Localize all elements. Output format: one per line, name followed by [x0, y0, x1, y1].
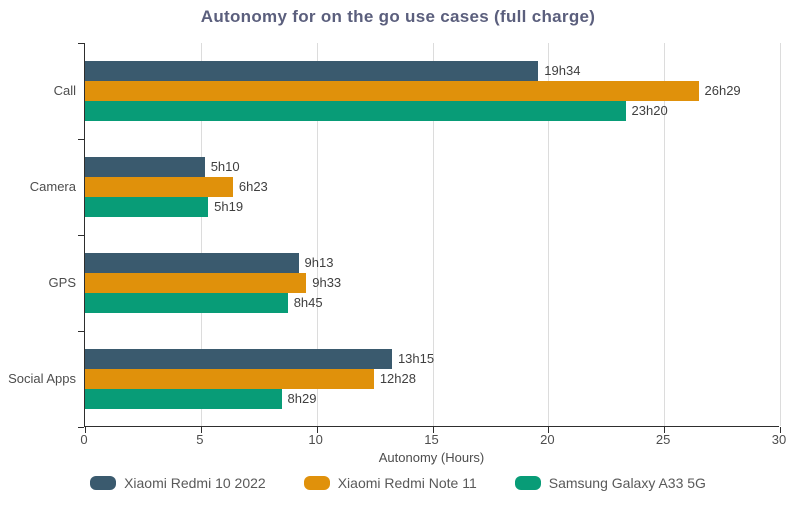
x-axis-tick — [316, 427, 318, 433]
legend-item-samsung-galaxy-a33-5g[interactable]: Samsung Galaxy A33 5G — [514, 475, 706, 491]
bar-social-apps-series-1[interactable] — [85, 349, 392, 369]
bar-gps-series-1[interactable] — [85, 253, 299, 273]
category-label-gps: GPS — [48, 275, 76, 290]
bar-camera-series-3[interactable] — [85, 197, 209, 217]
bar-value-label: 5h19 — [214, 199, 244, 214]
x-axis-tick — [664, 427, 666, 433]
bar-value-label: 5h10 — [210, 159, 240, 174]
bar-value-label: 8h29 — [287, 391, 317, 406]
x-axis-tick — [548, 427, 550, 433]
x-axis-tick — [780, 427, 781, 433]
y-axis-tick — [78, 427, 84, 428]
legend-label: Samsung Galaxy A33 5G — [548, 475, 706, 491]
legend-swatch-icon — [303, 476, 330, 490]
bar-gps-series-3[interactable] — [85, 293, 288, 313]
bar-call-series-3[interactable] — [85, 101, 626, 121]
plot-area: 19h34 26h29 23h20 5h10 6h23 5h19 9h13 9h33 8h45 1… — [78, 43, 781, 433]
y-axis-tick — [78, 43, 84, 44]
bar-value-label: 9h13 — [304, 255, 334, 270]
gridline-15 — [432, 43, 434, 426]
bar-camera-series-1[interactable] — [85, 157, 205, 177]
x-tick-label-25: 25 — [655, 432, 671, 447]
x-tick-label-5: 5 — [196, 432, 204, 447]
chart-title: Autonomy for on the go use cases (full c… — [200, 7, 596, 26]
bar-social-apps-series-3[interactable] — [85, 389, 282, 409]
bar-value-label: 13h15 — [397, 351, 435, 366]
bar-social-apps-series-2[interactable] — [85, 369, 374, 389]
legend-label: Xiaomi Redmi 10 2022 — [124, 475, 266, 491]
bar-value-label: 6h23 — [238, 179, 268, 194]
gridline-10 — [316, 43, 318, 426]
legend-item-xiaomi-redmi-10-2022[interactable]: Xiaomi Redmi 10 2022 — [90, 475, 266, 491]
bar-value-label: 12h28 — [379, 371, 416, 386]
x-tick-label-30: 30 — [771, 432, 787, 447]
bar-value-label: 8h45 — [293, 295, 323, 310]
gridline-30 — [780, 43, 781, 426]
y-axis-tick — [78, 235, 84, 236]
x-tick-label-15: 15 — [424, 432, 439, 447]
category-label-camera: Camera — [29, 179, 76, 194]
bar-value-label: 23h20 — [631, 103, 668, 118]
gridline-20 — [548, 43, 550, 426]
legend-swatch-icon — [90, 476, 117, 490]
category-label-social-apps: Social Apps — [8, 371, 76, 386]
x-tick-label-0: 0 — [80, 432, 88, 447]
x-axis-tick — [85, 427, 86, 433]
x-axis-tick — [200, 427, 202, 433]
legend: Xiaomi Redmi 10 2022 Xiaomi Redmi Note 11… — [0, 475, 796, 491]
x-axis-title: Autonomy (Hours) — [378, 450, 485, 465]
x-tick-label-10: 10 — [308, 432, 323, 447]
legend-label: Xiaomi Redmi Note 11 — [337, 475, 477, 491]
bar-call-series-1[interactable] — [85, 61, 539, 81]
legend-swatch-icon — [514, 476, 541, 490]
y-axis-tick — [78, 331, 84, 332]
gridline-5 — [200, 43, 202, 426]
bar-value-label: 9h33 — [312, 275, 342, 290]
x-axis-tick — [432, 427, 434, 433]
x-tick-label-20: 20 — [540, 432, 555, 447]
y-axis-tick — [78, 139, 84, 140]
bar-value-label: 26h29 — [704, 83, 741, 98]
category-label-call: Call — [53, 83, 76, 98]
bar-camera-series-2[interactable] — [85, 177, 233, 197]
gridline-25 — [664, 43, 666, 426]
legend-item-xiaomi-redmi-note-11[interactable]: Xiaomi Redmi Note 11 — [303, 475, 477, 491]
bar-gps-series-2[interactable] — [85, 273, 307, 293]
bar-call-series-2[interactable] — [85, 81, 699, 101]
bar-value-label: 19h34 — [544, 63, 581, 78]
